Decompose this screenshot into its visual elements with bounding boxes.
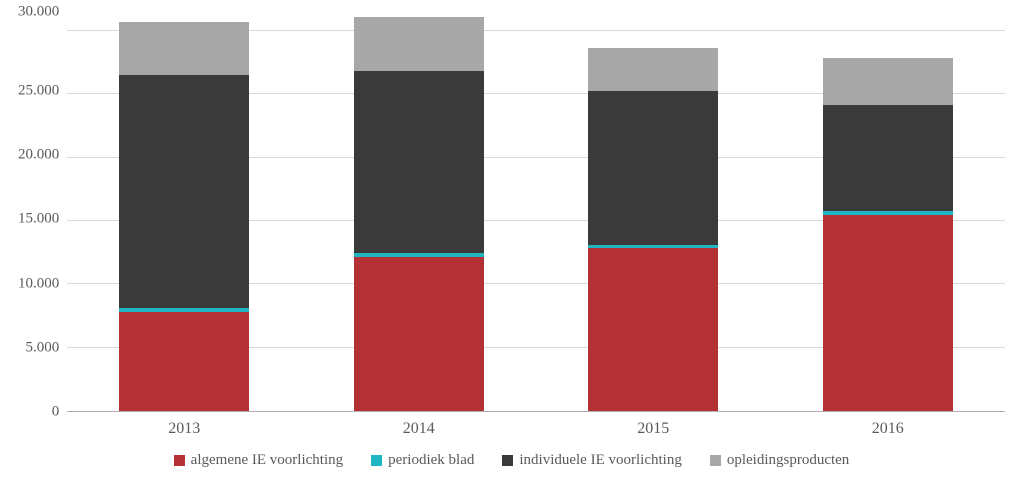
- bar-2015: [588, 48, 718, 411]
- segment-opleidings: [823, 58, 953, 105]
- segment-individuele: [354, 71, 484, 253]
- legend-swatch: [502, 455, 513, 466]
- y-tick-label: 20.000: [18, 148, 59, 163]
- y-tick-label: 15.000: [18, 212, 59, 227]
- legend-label: algemene IE voorlichting: [191, 452, 343, 469]
- bar-2014: [354, 17, 484, 411]
- y-tick-label: 10.000: [18, 276, 59, 291]
- plot-area: [67, 12, 1005, 412]
- segment-individuele: [588, 91, 718, 245]
- segment-individuele: [119, 75, 249, 309]
- segment-algemene: [354, 257, 484, 411]
- segment-algemene: [588, 248, 718, 411]
- legend-item-periodiek: periodiek blad: [371, 452, 474, 469]
- legend-label: periodiek blad: [388, 452, 474, 469]
- legend: algemene IE voorlichting periodiek blad in…: [18, 452, 1005, 469]
- segment-opleidings: [588, 48, 718, 91]
- legend-swatch: [371, 455, 382, 466]
- y-tick-label: 30.000: [18, 5, 59, 20]
- x-tick-label: 2013: [168, 420, 200, 438]
- bar-2016: [823, 58, 953, 411]
- stacked-bar-chart: 30.00025.00020.00015.00010.0005.0000: [18, 12, 1005, 412]
- x-axis-spacer: [18, 412, 67, 438]
- bar-2013: [119, 22, 249, 411]
- legend-label: individuele IE voorlichting: [519, 452, 681, 469]
- y-axis: 30.00025.00020.00015.00010.0005.0000: [18, 12, 67, 412]
- legend-item-opleidings: opleidingsproducten: [710, 452, 849, 469]
- segment-opleidings: [354, 17, 484, 70]
- y-tick-label: 5.000: [26, 340, 60, 355]
- legend-item-algemene: algemene IE voorlichting: [174, 452, 343, 469]
- legend-swatch: [174, 455, 185, 466]
- x-axis-labels: 2013 2014 2015 2016: [67, 412, 1005, 438]
- x-tick-label: 2015: [637, 420, 669, 438]
- legend-item-individuele: individuele IE voorlichting: [502, 452, 681, 469]
- y-tick-label: 25.000: [18, 84, 59, 99]
- y-tick-label: 0: [52, 404, 60, 419]
- legend-label: opleidingsproducten: [727, 452, 849, 469]
- legend-swatch: [710, 455, 721, 466]
- segment-individuele: [823, 105, 953, 211]
- x-tick-label: 2016: [872, 420, 904, 438]
- bars-container: [67, 12, 1005, 411]
- segment-algemene: [823, 215, 953, 411]
- x-axis: 2013 2014 2015 2016: [18, 412, 1005, 438]
- segment-algemene: [119, 312, 249, 411]
- x-tick-label: 2014: [403, 420, 435, 438]
- segment-opleidings: [119, 22, 249, 74]
